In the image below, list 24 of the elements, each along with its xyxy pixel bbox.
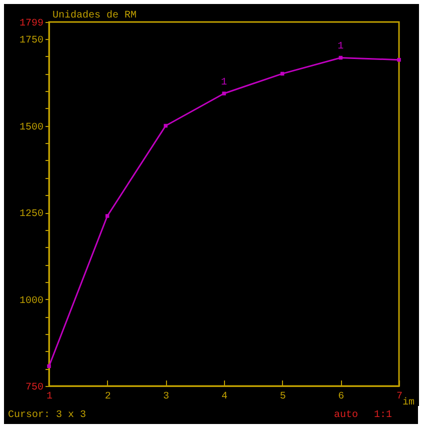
y-tick-label: 1250 [19,209,44,220]
text: 1:1 [374,410,392,421]
point [222,92,226,96]
annotation: 1 [338,42,344,53]
y-tick-label: 1799 [19,18,44,30]
x-axis-title: im [402,396,415,408]
x-tick-label: 3 [163,392,170,402]
text: Cursor: 3 x 3 [8,410,86,421]
point [47,364,51,368]
x-tick-label: 2 [104,392,111,402]
x-tick-label: 7 [396,392,403,402]
y-axis-title: Unidades de RM [52,10,137,22]
annotation: 1 [220,77,228,88]
point [397,58,401,62]
x-tick-label: 6 [338,392,344,402]
x-tick-label: 5 [280,392,286,402]
point [105,214,110,218]
x-tick-label: 1 [46,392,53,402]
y-tick-label: 750 [25,382,44,394]
text: auto [334,410,358,421]
y-tick-label: 1500 [19,122,44,134]
y-tick-label: 1750 [19,36,44,47]
y-tick-label: 1000 [19,296,44,307]
x-tick-label: 4 [221,392,228,402]
